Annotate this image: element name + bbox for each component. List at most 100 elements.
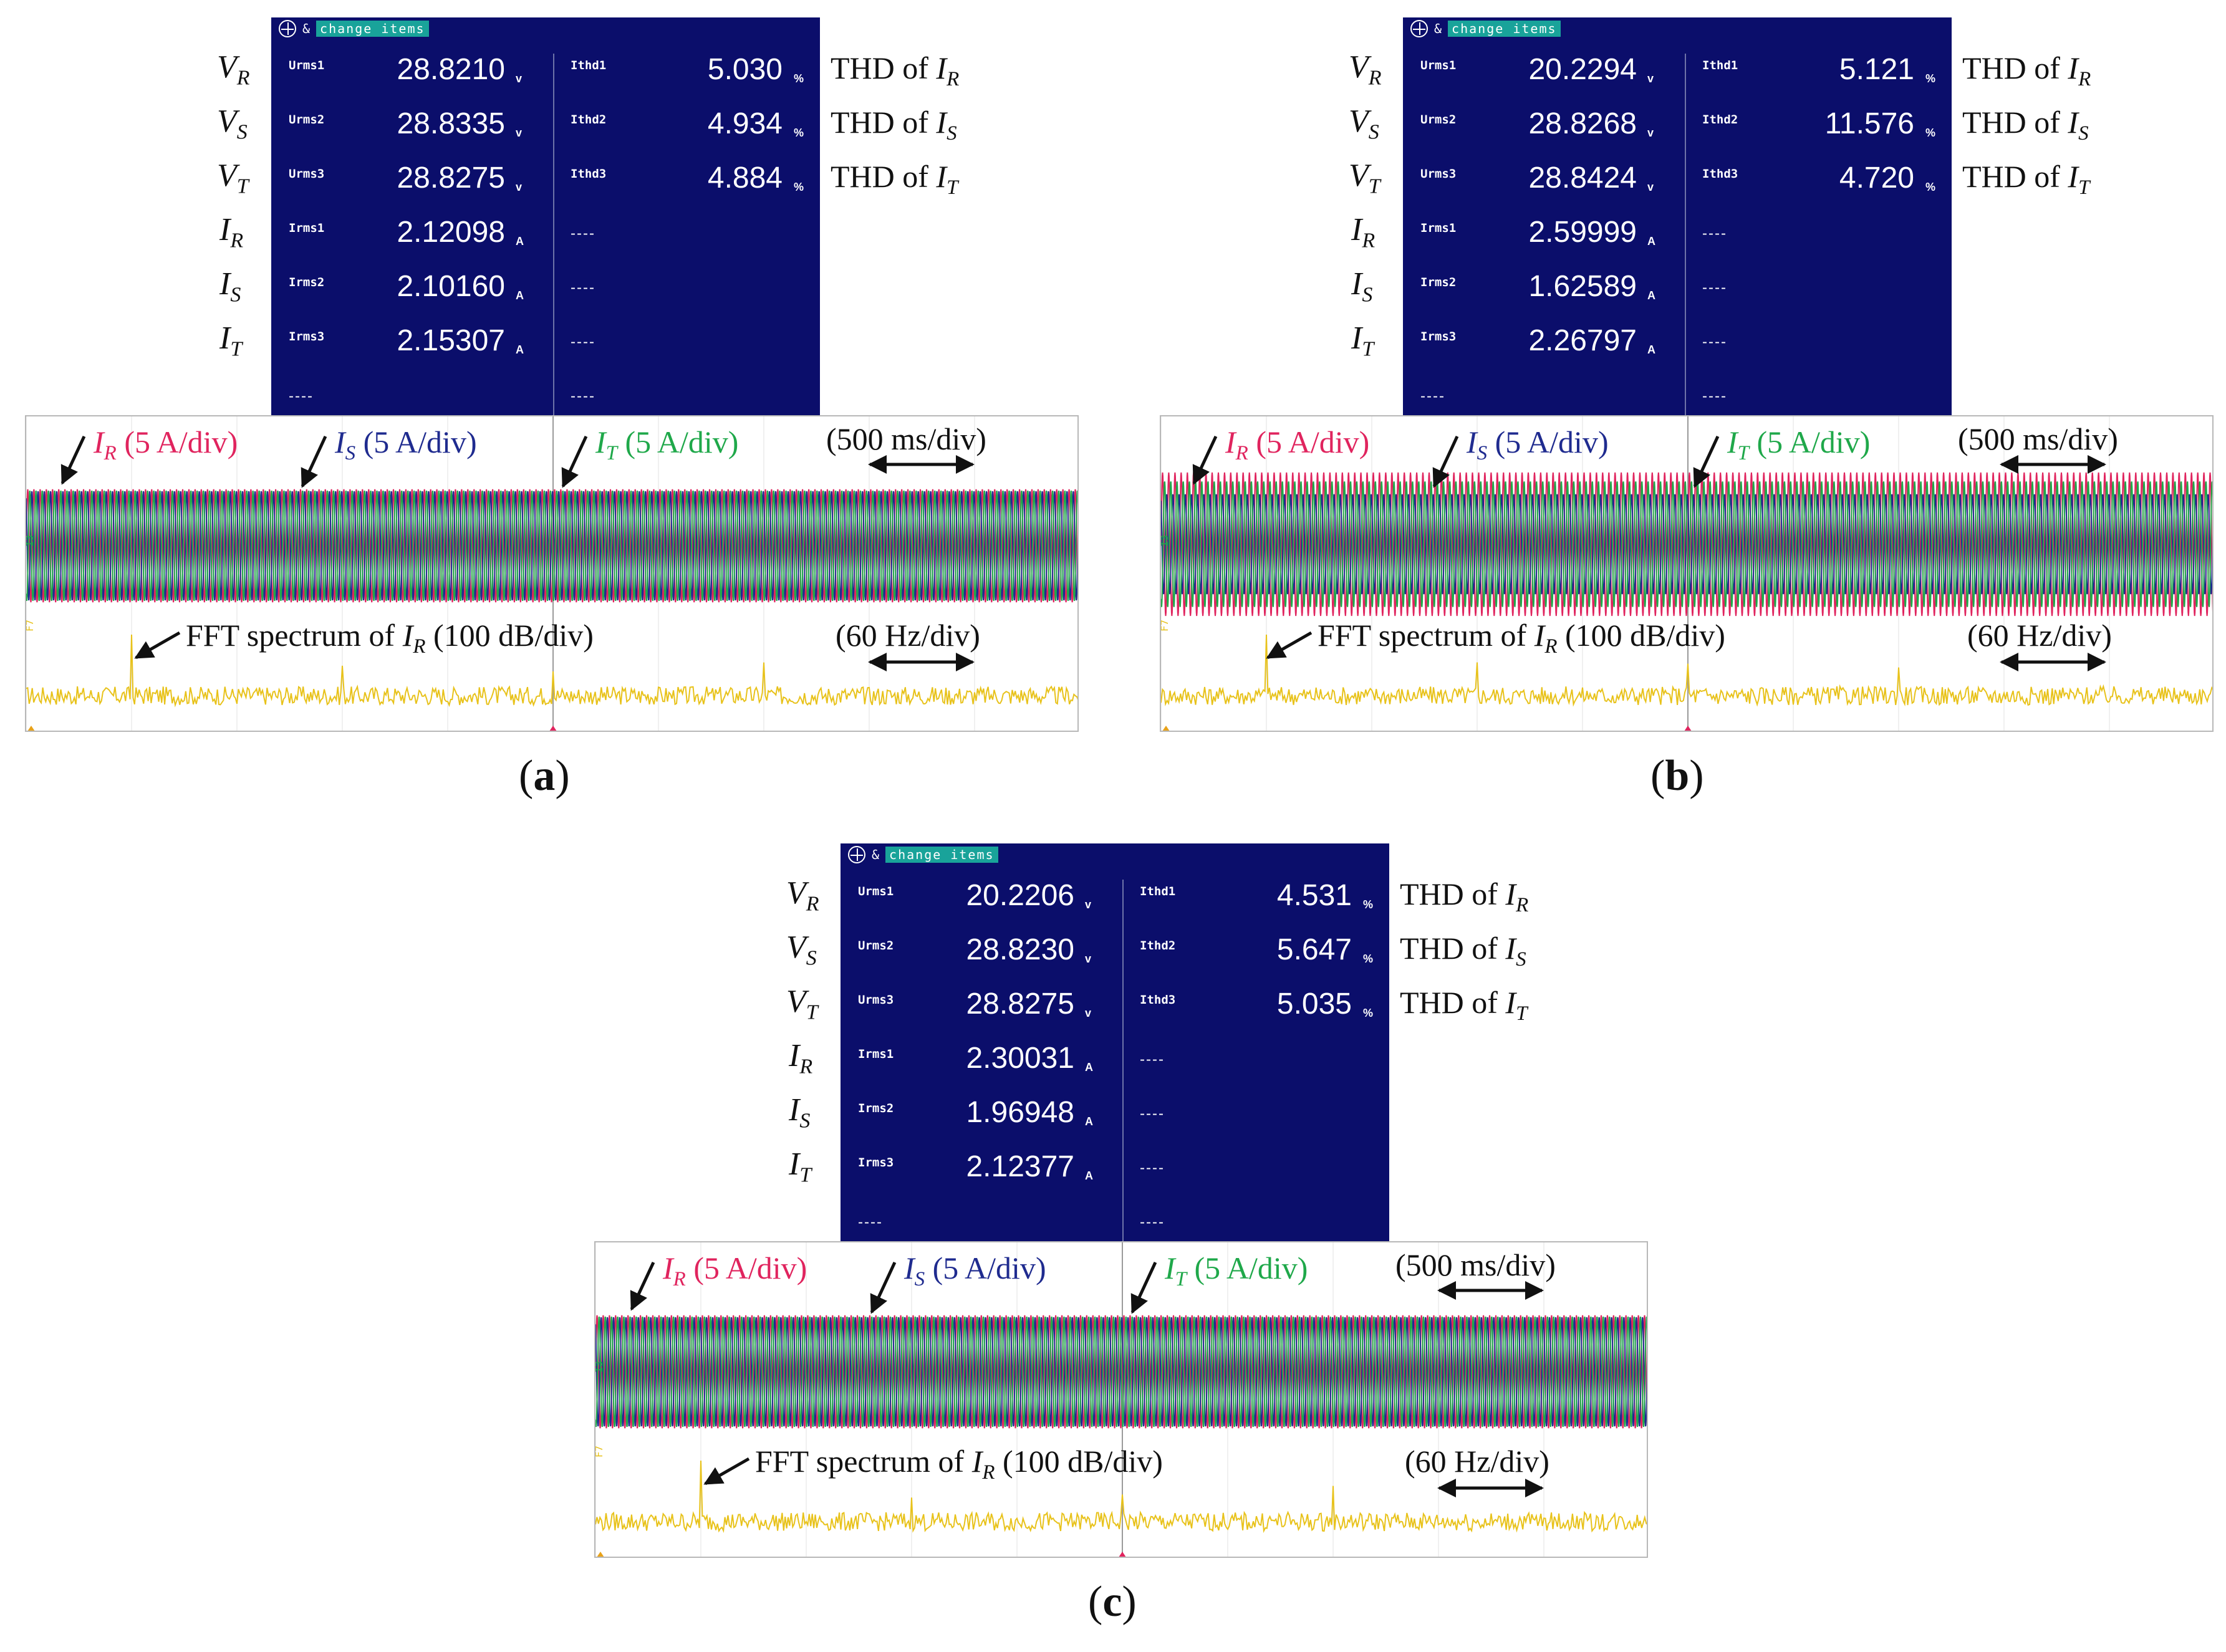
meter-unit: v	[1647, 181, 1654, 193]
label-it: IT	[789, 1146, 812, 1187]
annotation-freq-scale: (60 Hz/div)	[1967, 618, 2112, 653]
fft-trace	[595, 1460, 1647, 1534]
scope-marker[interactable]	[1161, 726, 1171, 732]
meter-empty-slot: ----	[1140, 1214, 1165, 1231]
channel-label-fft: F7	[594, 1445, 605, 1458]
label-ir: IR	[789, 1038, 813, 1078]
panel-a: VR VS VT IR IS IT & change items Urms1 28…	[0, 0, 1113, 823]
waveform-it	[1161, 481, 2212, 607]
meter-value-urms1: 20.2206	[966, 879, 1074, 912]
power-meter-display: & change items Urms1 28.8210 v Urms2 28.8335…	[271, 17, 820, 418]
meter-unit: A	[1085, 1115, 1093, 1128]
annotation-fft: FFT spectrum of IR (100 dB/div)	[755, 1444, 1163, 1484]
meter-unit: A	[516, 343, 524, 356]
meter-empty-slot: ----	[1702, 334, 1727, 350]
meter-unit: %	[1925, 127, 1936, 139]
meter-tag-irms3: Irms3	[858, 1156, 894, 1169]
meter-empty-slot: ----	[571, 388, 595, 405]
meter-tag-irms2: Irms2	[1420, 276, 1457, 289]
label-vr: VR	[1349, 49, 1382, 90]
scope-marker[interactable]	[26, 726, 36, 732]
meter-value-ithd3: 5.035	[1276, 987, 1352, 1020]
label-is: IS	[789, 1092, 811, 1133]
meter-tag-irms3: Irms3	[1420, 330, 1457, 343]
meter-unit: A	[1085, 1061, 1093, 1073]
meter-header: & change items	[1403, 17, 1561, 40]
meter-value-urms3: 28.8424	[1528, 161, 1637, 194]
meter-value-irms3: 2.12377	[966, 1150, 1074, 1183]
scope-marker[interactable]	[595, 1552, 605, 1558]
annotation-time-scale: (500 ms/div)	[1395, 1247, 1556, 1282]
meter-unit: v	[516, 127, 523, 139]
meter-divider	[553, 54, 554, 418]
waveform-ir	[595, 1315, 1647, 1429]
meter-value-urms1: 28.8210	[397, 53, 505, 86]
change-items-button[interactable]: change items	[885, 847, 998, 863]
meter-value-ithd2: 5.647	[1276, 933, 1352, 966]
meter-unit: %	[1925, 181, 1936, 193]
annotation-fft: FFT spectrum of IR (100 dB/div)	[1318, 618, 1725, 658]
thd-label-ir: THD of IR	[1400, 876, 1529, 916]
meter-unit: v	[516, 181, 523, 193]
trigger-marker[interactable]	[548, 726, 558, 732]
meter-unit: %	[794, 181, 804, 193]
channel-label-current: I3	[594, 1360, 605, 1373]
meter-tag-ithd1: Ithd1	[1140, 885, 1176, 898]
change-items-button[interactable]: change items	[316, 21, 429, 37]
waveform-is	[595, 1317, 1647, 1427]
waveform-it	[26, 490, 1077, 602]
meter-unit: A	[516, 235, 524, 247]
meter-unit: %	[1363, 1007, 1374, 1019]
thd-label-is: THD of IS	[1962, 105, 2089, 145]
waveform-is	[26, 491, 1077, 601]
trigger-marker[interactable]	[1117, 1552, 1127, 1558]
meter-empty-slot: ----	[1420, 388, 1445, 405]
meter-unit: A	[1647, 343, 1655, 356]
meter-tag-ithd3: Ithd3	[1140, 993, 1176, 1007]
power-meter-display: & change items Urms1 20.2294 v Urms2 28.8268…	[1403, 17, 1952, 418]
waveform-is	[1161, 494, 2212, 595]
scope-canvas	[1161, 416, 2212, 732]
label-it: IT	[219, 320, 243, 361]
waveform-ir	[1161, 472, 2212, 617]
meter-tag-irms2: Irms2	[858, 1102, 894, 1115]
meter-empty-slot: ----	[1702, 225, 1727, 242]
trigger-marker[interactable]	[1683, 726, 1693, 732]
waveform-ir	[26, 489, 1077, 603]
meter-tag-urms3: Urms3	[1420, 167, 1457, 181]
crosshair-icon	[1410, 20, 1428, 37]
meter-tag-irms2: Irms2	[289, 276, 325, 289]
thd-label-ir: THD of IR	[831, 50, 960, 90]
change-items-button[interactable]: change items	[1448, 21, 1561, 37]
annotation-ir: IR (5 A/div)	[663, 1251, 807, 1290]
meter-tag-urms3: Urms3	[858, 993, 894, 1007]
panel-caption: (a)	[519, 752, 570, 800]
panel-b: VR VS VT IR IS IT & change items Urms1 20…	[1132, 0, 2226, 823]
meter-value-ithd2: 4.934	[707, 107, 783, 140]
channel-label-fft: F7	[1160, 619, 1171, 632]
meter-value-irms1: 2.30031	[966, 1042, 1074, 1075]
label-vt: VT	[786, 984, 818, 1024]
annotation-ir: IR (5 A/div)	[1225, 425, 1370, 464]
crosshair-icon	[279, 20, 296, 37]
scope-canvas	[595, 1242, 1647, 1558]
meter-value-irms3: 2.15307	[397, 324, 505, 357]
meter-value-irms3: 2.26797	[1528, 324, 1637, 357]
meter-unit: v	[1647, 127, 1654, 139]
meter-header: & change items	[271, 17, 429, 40]
meter-divider	[1122, 880, 1124, 1244]
channel-label-current: I3	[1160, 534, 1171, 547]
meter-empty-slot: ----	[571, 334, 595, 350]
label-vr: VR	[786, 875, 819, 916]
meter-empty-slot: ----	[1702, 279, 1727, 296]
crosshair-icon	[848, 846, 865, 863]
label-ir: IR	[1351, 212, 1376, 252]
annotation-fft: FFT spectrum of IR (100 dB/div)	[186, 618, 594, 658]
meter-tag-irms1: Irms1	[858, 1047, 894, 1061]
meter-value-ithd3: 4.884	[707, 161, 783, 194]
meter-value-ithd1: 5.030	[707, 53, 783, 86]
annotation-is: IS (5 A/div)	[1467, 425, 1609, 464]
meter-unit: %	[1363, 953, 1374, 965]
thd-label-is: THD of IS	[1400, 931, 1526, 971]
annotation-it: IT (5 A/div)	[1165, 1251, 1308, 1290]
